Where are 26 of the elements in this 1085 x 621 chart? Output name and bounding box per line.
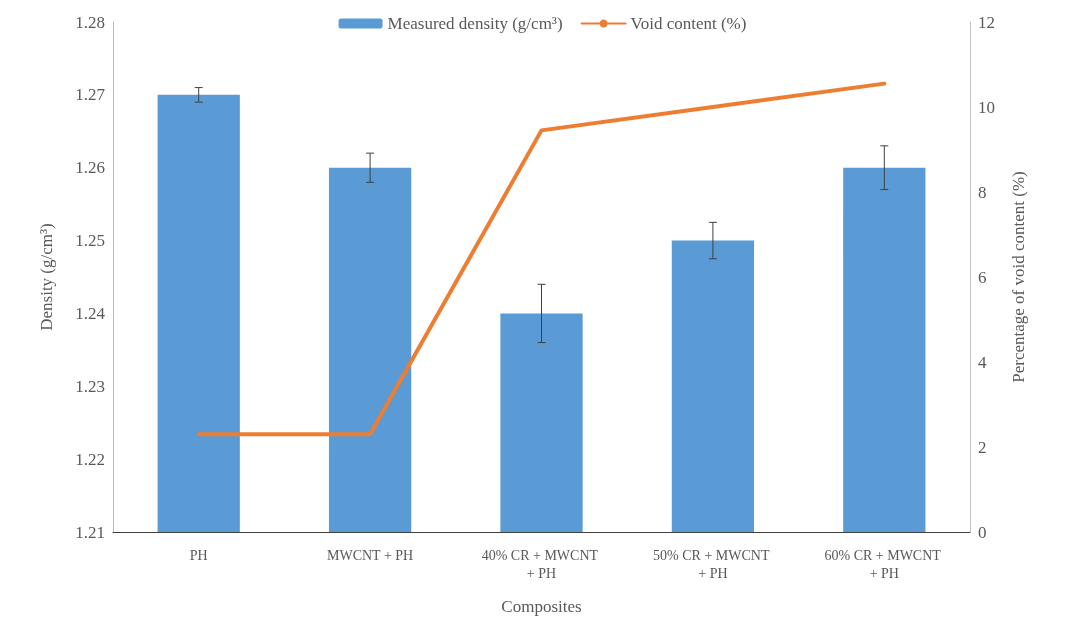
line-series (196, 81, 887, 437)
x-tick-label: MWCNT + PH (327, 547, 414, 563)
y-tick-label: 1.26 (75, 158, 105, 178)
y-tick-label: 1.24 (75, 303, 106, 323)
y-tick-label: 1.22 (75, 449, 105, 469)
y-tick-label: 1.25 (75, 231, 105, 251)
y2-tick-label: 12 (978, 12, 995, 32)
y2-axis-title: Percentage of void content (%) (1009, 171, 1028, 383)
x-tick-label: 40% CR + MWCNT + PH (481, 547, 602, 581)
legend-label: Measured density (g/cm³) (387, 14, 563, 33)
y-tick-label: 1.28 (75, 12, 105, 32)
legend-label: Void content (%) (630, 14, 747, 33)
y2-tick-label: 6 (978, 267, 987, 287)
x-tick-label: 50% CR + MWCNT + PH (653, 547, 773, 581)
x-tick-label: 60% CR + MWCNT + PH (824, 547, 945, 581)
x-tick-label: PH (189, 547, 208, 563)
y2-tick-label: 8 (978, 182, 987, 202)
y2-tick-label: 2 (978, 437, 987, 457)
y2-tick-label: 0 (978, 522, 987, 542)
x-axis-title: Composites (501, 597, 582, 616)
y-tick-label: 1.23 (75, 376, 105, 396)
y2-tick-label: 4 (978, 352, 987, 372)
y2-tick-label: 10 (978, 97, 995, 117)
y-axis-title: Density (g/cm³) (37, 223, 56, 331)
y-tick-label: 1.27 (75, 85, 106, 105)
y-tick-label: 1.21 (75, 522, 105, 542)
